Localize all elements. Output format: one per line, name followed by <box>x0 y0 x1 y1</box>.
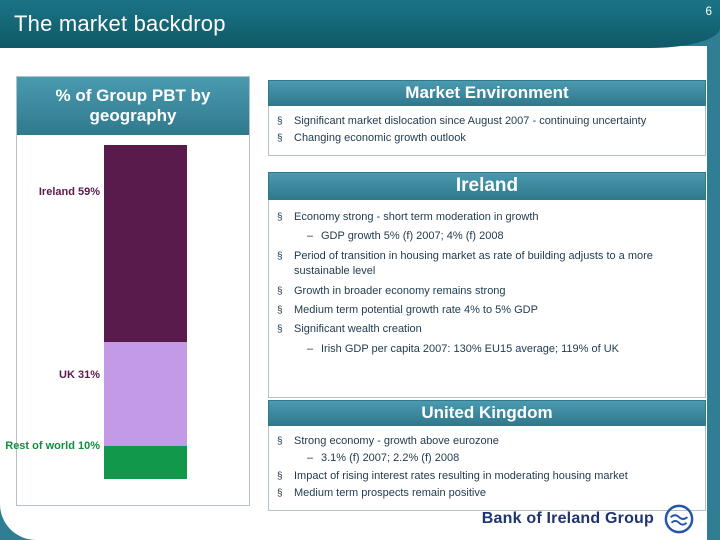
slide-header: The market backdrop 6 <box>0 0 720 48</box>
bullet-item: § Medium term prospects remain positive <box>277 486 697 501</box>
bullet-item: § Significant wealth creation <box>277 322 697 337</box>
section-box-market-environment: § Significant market dislocation since A… <box>268 106 706 156</box>
bullet-marker: § <box>277 133 283 145</box>
bullet-marker: § <box>277 324 283 336</box>
bullet-marker: § <box>277 250 283 262</box>
bullet-item: § Medium term potential growth rate 4% t… <box>277 303 697 318</box>
sub-bullet-marker: – <box>307 230 314 243</box>
section-title-market-environment: Market Environment <box>268 80 706 106</box>
bar-segment-uk <box>104 342 187 446</box>
sub-bullet-marker: – <box>307 342 314 355</box>
bullet-item: § Significant market dislocation since A… <box>277 114 697 129</box>
bullet-item: § Strong economy - growth above eurozone <box>277 434 697 449</box>
section-market-environment: Market Environment § Significant market … <box>268 80 706 156</box>
sub-bullet-item: – 3.1% (f) 2007; 2.2% (f) 2008 <box>307 451 697 466</box>
bullet-text: Medium term prospects remain positive <box>294 487 486 500</box>
bullet-item: § Impact of rising interest rates result… <box>277 469 697 484</box>
bullet-marker: § <box>277 436 283 447</box>
bullet-text: Changing economic growth outlook <box>294 132 466 145</box>
bullet-item: § Period of transition in housing market… <box>277 249 697 280</box>
bullet-marker: § <box>277 285 283 297</box>
bullet-item: § Economy strong - short term moderation… <box>277 210 697 225</box>
section-box-united-kingdom: § Strong economy - growth above eurozone… <box>268 426 706 511</box>
bar-label-rest-of-world: Rest of world 10% <box>5 439 100 452</box>
sub-bullet-item: – GDP growth 5% (f) 2007; 4% (f) 2008 <box>307 229 697 244</box>
sub-bullet-marker: – <box>307 452 314 465</box>
bullet-text: Medium term potential growth rate 4% to … <box>294 303 538 316</box>
section-united-kingdom: United Kingdom § Strong economy - growth… <box>268 400 706 511</box>
bullet-text: Period of transition in housing market a… <box>294 249 653 278</box>
sub-bullet-item: – Irish GDP per capita 2007: 130% EU15 a… <box>307 342 697 357</box>
bullet-text: Significant market dislocation since Aug… <box>294 115 647 127</box>
pbt-geography-panel: % of Group PBT by geography Ireland 59% U… <box>5 76 250 506</box>
bullet-item: § Growth in broader economy remains stro… <box>277 284 697 299</box>
bullet-marker: § <box>277 212 283 223</box>
bar-segment-rest-of-world <box>104 445 187 479</box>
pbt-stacked-bar-chart: Ireland 59% UK 31% Rest of world 10% <box>5 145 238 479</box>
brand-wordmark: Bank of Ireland Group <box>481 510 654 527</box>
page-title: The market backdrop <box>14 11 226 36</box>
bullet-text: Growth in broader economy remains strong <box>294 284 506 297</box>
stacked-bar <box>104 145 187 479</box>
sub-bullet-text: 3.1% (f) 2007; 2.2% (f) 2008 <box>321 452 460 465</box>
sections-column: Market Environment § Significant market … <box>268 80 706 512</box>
section-ireland: Ireland § Economy strong - short term mo… <box>268 172 706 398</box>
bar-label-ireland: Ireland 59% <box>38 185 100 198</box>
sub-bullet-text: GDP growth 5% (f) 2007; 4% (f) 2008 <box>321 230 504 243</box>
bar-labels: Ireland 59% UK 31% Rest of world 10% <box>5 145 100 479</box>
page-number: 6 <box>705 4 712 18</box>
footer-brand: Bank of Ireland Group <box>482 504 694 534</box>
bullet-marker: § <box>277 304 283 316</box>
pbt-panel-title: % of Group PBT by geography <box>17 77 249 135</box>
section-box-ireland: § Economy strong - short term moderation… <box>268 200 706 398</box>
section-title-ireland: Ireland <box>268 172 706 200</box>
bank-of-ireland-logo-icon <box>664 504 694 534</box>
bullet-marker: § <box>277 116 283 127</box>
bar-label-uk: UK 31% <box>59 369 100 382</box>
bullet-item: § Changing economic growth outlook <box>277 131 697 146</box>
bullet-text: Significant wealth creation <box>294 323 422 336</box>
bullet-text: Strong economy - growth above eurozone <box>294 435 499 447</box>
sub-bullet-text: Irish GDP per capita 2007: 130% EU15 ave… <box>321 342 619 355</box>
bar-segment-ireland <box>104 145 187 343</box>
bullet-marker: § <box>277 470 283 482</box>
section-title-united-kingdom: United Kingdom <box>268 400 706 426</box>
bullet-marker: § <box>277 488 283 500</box>
bullet-text: Economy strong - short term moderation i… <box>294 211 539 223</box>
bullet-text: Impact of rising interest rates resultin… <box>294 469 628 482</box>
